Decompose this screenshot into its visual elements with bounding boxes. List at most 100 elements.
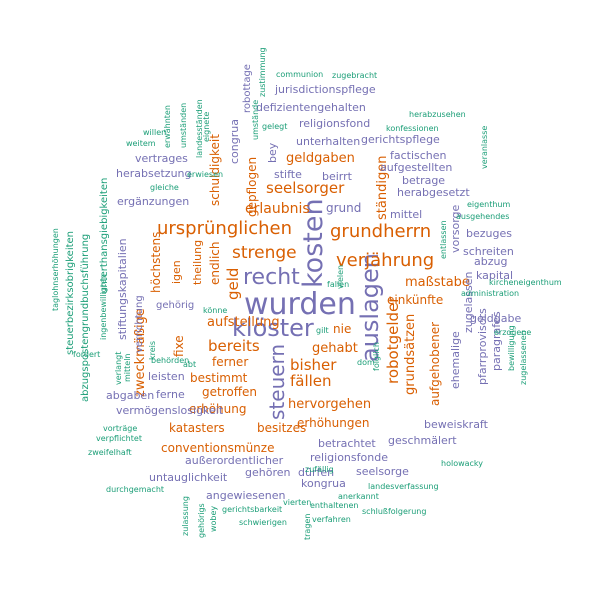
word-14: fällen: [290, 372, 332, 390]
word-37: gepflogen: [245, 157, 259, 217]
word-65: gehörig: [156, 300, 194, 311]
word-12: robotgelder: [384, 296, 402, 384]
word-137: durchgemacht: [106, 485, 164, 494]
word-127: könne: [203, 306, 227, 315]
word-1: kosten: [298, 198, 329, 288]
word-74: jurisdictionspflege: [274, 83, 376, 96]
word-113: zugelassenen: [519, 330, 528, 385]
word-8: grundherrn: [330, 221, 431, 242]
word-118: enthaltenen: [310, 501, 358, 510]
word-128: behörden: [151, 356, 189, 365]
word-15: bisher: [290, 356, 337, 374]
word-61: vermögenslosigkeit: [116, 404, 224, 417]
word-25: maßstabe: [405, 275, 470, 290]
word-78: betrage: [402, 174, 445, 187]
word-26: einkünfte: [387, 293, 443, 307]
word-93: herabzusehen: [409, 110, 466, 119]
word-84: zugelassen: [462, 271, 475, 333]
word-134: vorträge: [103, 424, 137, 433]
word-111: erzogene: [494, 328, 531, 337]
word-54: kongrua: [301, 477, 346, 490]
word-102: weitem: [126, 139, 156, 148]
word-132: verlangt: [114, 352, 123, 385]
word-10: geld: [224, 268, 242, 300]
word-131: mitteln: [123, 353, 132, 382]
word-5: steuern: [265, 344, 289, 420]
word-7: verjährung: [336, 250, 434, 271]
word-6: ursprünglichen: [157, 218, 292, 239]
word-47: kapital: [476, 269, 513, 282]
word-83: vorsorge: [449, 204, 462, 253]
word-101: willen: [143, 128, 166, 137]
word-38: endlich: [208, 242, 222, 285]
word-126: fallen: [327, 280, 349, 289]
word-3: auslagen: [356, 253, 384, 362]
word-106: eigenthum: [467, 200, 510, 209]
word-27: hervorgehen: [288, 397, 371, 412]
word-64: leisten: [148, 370, 185, 383]
word-99: umständen: [179, 103, 188, 148]
word-0: wurden: [244, 287, 356, 322]
word-122: dom: [357, 358, 375, 367]
word-114: holowacky: [441, 459, 483, 468]
word-133: fordert: [73, 350, 100, 359]
word-96: umstände: [251, 100, 260, 140]
word-104: gleiche: [150, 183, 179, 192]
word-11: bereits: [208, 337, 260, 355]
word-82: robottage: [242, 64, 253, 113]
word-88: stiftungskapitalien: [116, 238, 129, 340]
word-144: taglohnserhöhungen: [51, 228, 60, 311]
word-105: veranlasse: [480, 126, 489, 169]
word-31: katasters: [169, 421, 225, 435]
word-24: höchstens: [149, 232, 163, 293]
word-52: betrachtet: [318, 437, 376, 450]
word-148: unterthansgiebigkeiten: [99, 178, 110, 294]
word-68: vertrages: [135, 152, 188, 165]
word-110: administration: [461, 289, 519, 298]
word-123: folglich: [372, 342, 381, 371]
word-116: schlußfolgerung: [362, 507, 426, 516]
word-81: congrua: [228, 119, 241, 164]
word-91: communion: [276, 70, 323, 79]
word-89: verrichtung: [134, 295, 145, 353]
word-77: aufgestellten: [380, 161, 452, 174]
word-22: aufstellung: [207, 315, 280, 330]
word-55: seelsorge: [356, 465, 409, 478]
word-136: zweifelhaft: [88, 448, 132, 457]
word-20: geldgaben: [286, 151, 355, 166]
word-85: ehemalige: [449, 331, 462, 389]
word-62: abgaben: [106, 389, 154, 402]
word-98: erwähnten: [163, 105, 172, 148]
word-125: vielen: [336, 265, 345, 289]
word-90: zustimmung: [258, 47, 267, 97]
word-33: conventionsmünze: [161, 441, 274, 455]
word-75: gerichtspflege: [361, 133, 440, 146]
word-4: recht: [243, 265, 300, 290]
word-2: klöster: [232, 314, 314, 342]
word-35: bestimmt: [190, 371, 248, 385]
word-39: fixe: [172, 335, 186, 357]
word-86: abzug: [474, 255, 507, 268]
word-147: ingenbewilligten: [99, 274, 108, 340]
word-45: bezuges: [466, 227, 512, 240]
word-112: bewilligung: [507, 325, 516, 371]
word-46: schreiten: [463, 245, 514, 258]
word-142: schwierigen: [239, 518, 287, 527]
word-130: kreis: [148, 341, 157, 360]
word-146: abzugspostengrundbuchsführung: [80, 234, 91, 402]
word-103: erwiesen: [187, 170, 223, 179]
word-36: ferner: [212, 355, 248, 369]
word-59: außerordentlicher: [185, 454, 284, 467]
word-44: mittel: [390, 208, 422, 221]
word-107: ausgehendes: [456, 212, 509, 221]
word-139: gehörigs: [197, 503, 206, 538]
word-57: angewiesenen: [206, 489, 286, 502]
word-66: ergänzungen: [117, 195, 189, 208]
word-87: geldgabe: [470, 312, 521, 325]
word-95: gelegt: [262, 122, 287, 131]
word-121: zufällig: [305, 465, 334, 474]
word-70: beirrt: [322, 170, 353, 183]
word-141: gerichtsbarkeit: [222, 505, 282, 514]
word-76: factischen: [390, 149, 447, 162]
